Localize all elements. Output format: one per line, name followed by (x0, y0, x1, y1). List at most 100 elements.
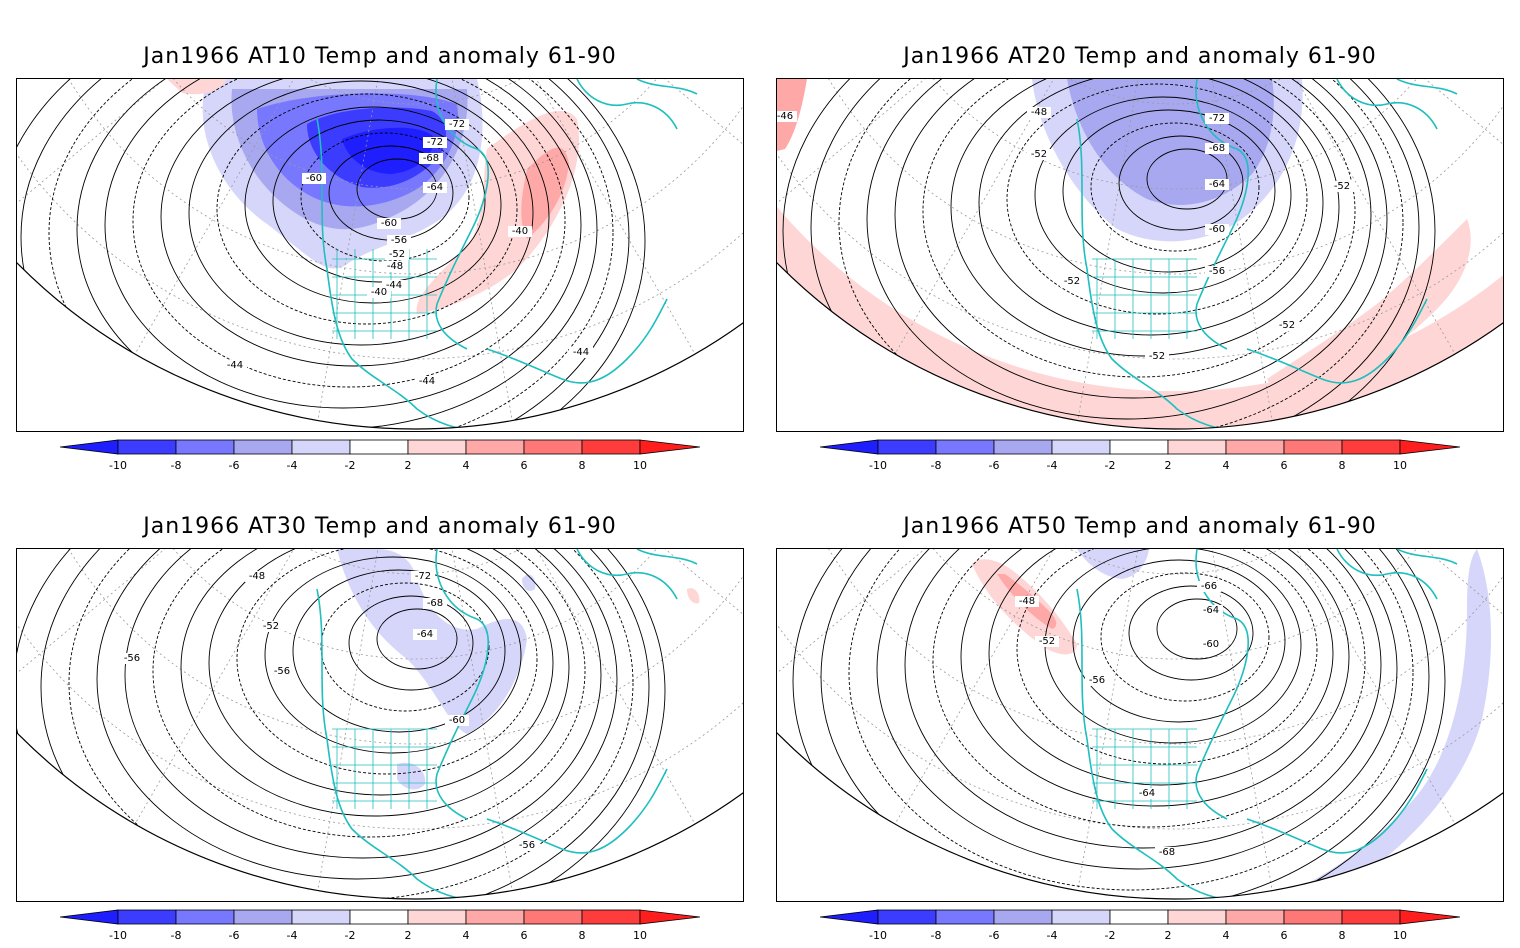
temperature-contour (932, 549, 1366, 828)
temperature-contour (1090, 122, 1260, 252)
temperature-contour (922, 79, 1356, 378)
contour-label: -68 (1159, 847, 1175, 858)
colorbar-swatch (175, 439, 235, 455)
contour-label: -60 (1203, 639, 1219, 650)
contour-label-bg (1015, 596, 1039, 607)
colorbar-tick-label: 10 (1393, 459, 1407, 472)
colorbar-swatch (877, 439, 937, 455)
colorbar-tick-label: -4 (1047, 459, 1058, 472)
contour-label-bg (1205, 143, 1229, 154)
contour-label: -48 (249, 571, 265, 582)
contour-label: -68 (427, 598, 443, 609)
temperature-contour (216, 93, 518, 325)
temperature-contour (188, 80, 534, 346)
temperature-contour (1006, 83, 1308, 315)
panel-at50: Jan1966 AT50 Temp and anomaly 61-90 -48-… (760, 470, 1520, 942)
map-svg: -48 -52 -72 -68 -64 -60 -56 -52 -52 -52 -52 -46 (777, 79, 1503, 430)
contour-label-bg (1205, 266, 1229, 277)
anomaly-shading (397, 762, 426, 790)
contour-label-bg (1330, 181, 1354, 192)
temperature-contour (20, 79, 630, 429)
temperature-contour (904, 549, 1382, 849)
contour-label-bg (423, 182, 447, 193)
map-svg: -48 -52 -66 -64 -60 -56 -64 -68 (777, 549, 1503, 900)
contour-label-bg (423, 598, 447, 609)
temperature-contour (104, 79, 582, 409)
contour-label: -68 (1209, 143, 1225, 154)
contour-label: -48 (387, 261, 403, 272)
temperature-contour (152, 549, 586, 838)
colorbar-tick-label: -10 (109, 459, 127, 472)
colorbar-tick-label: -2 (1105, 929, 1116, 942)
colorbar-tick-label: -6 (229, 459, 240, 472)
temperature-contour (236, 549, 538, 775)
anomaly-shading (1297, 549, 1492, 899)
colorbar-tick-label: -8 (171, 459, 182, 472)
contour-label-bg (508, 226, 532, 237)
colorbar-tick-label: -2 (345, 929, 356, 942)
contour-label: -56 (274, 666, 290, 677)
meridian-line (489, 79, 696, 355)
colorbar-swatch (465, 909, 525, 925)
panel-title: Jan1966 AT30 Temp and anomaly 61-90 (143, 514, 617, 539)
meridian-line (1249, 79, 1456, 355)
contour-label: -52 (1279, 320, 1295, 331)
contour-label: -72 (1209, 113, 1225, 124)
temperature-contour (96, 549, 618, 880)
map-svg: -48 -52 -56 -56 -72 -68 -64 -60 -56 (17, 549, 743, 900)
contour-label: -72 (415, 571, 431, 582)
contour-label-bg (245, 571, 269, 582)
temperature-contour (894, 79, 1372, 399)
contour-label: -72 (427, 137, 443, 148)
temperature-contour (810, 79, 1420, 429)
contour-label: -64 (1203, 605, 1219, 616)
colorbar-swatch (1167, 909, 1227, 925)
contour-label: -56 (1089, 675, 1105, 686)
colorbar-swatch (233, 909, 293, 925)
colorbar-swatch (407, 439, 467, 455)
colorbar-tick-label: 4 (463, 929, 470, 942)
temperature-contour (124, 549, 602, 859)
contour-label: -44 (227, 360, 243, 371)
contour-label: -68 (423, 153, 439, 164)
contour-label-bg (1205, 224, 1229, 235)
colorbar-swatch (877, 909, 937, 925)
meridian-line (489, 549, 696, 825)
temperature-contour (988, 549, 1334, 786)
colorbar-swatch (581, 439, 641, 455)
temperature-contour (40, 549, 650, 899)
colorbar-swatch (291, 909, 351, 925)
contour-label-bg (385, 249, 409, 260)
temperature-contour (1100, 572, 1270, 702)
projection-edge (17, 261, 743, 430)
contour-label-bg (382, 280, 406, 291)
colorbar-swatch (349, 909, 409, 925)
colorbar-tick-label: -6 (989, 929, 1000, 942)
contour-label-bg (445, 119, 469, 130)
temperature-contour (866, 79, 1388, 420)
colorbar-tick-label: -2 (1105, 459, 1116, 472)
colorbar-tick-label: 6 (1281, 929, 1288, 942)
colorbar-swatch (993, 909, 1053, 925)
contour-label: -44 (573, 347, 589, 358)
temperature-contour (1016, 549, 1318, 765)
temperature-contour (820, 549, 1430, 899)
anomaly-shading (1077, 549, 1149, 579)
colorbar-tick-label: 8 (579, 929, 586, 942)
contour-label-bg (1275, 320, 1299, 331)
colorbar-swatch (117, 439, 177, 455)
temperature-contour (208, 549, 554, 796)
colorbar-swatch (233, 439, 293, 455)
latitude-line (777, 549, 1503, 745)
temperature-contour (76, 79, 598, 429)
colorbar-swatch (1051, 909, 1111, 925)
temperature-contour (68, 549, 634, 899)
contour-label-bg (383, 261, 407, 272)
contour-label-bg (223, 360, 247, 371)
contour-label: -64 (1209, 179, 1225, 190)
colorbar-tick-label: -4 (287, 459, 298, 472)
temperature-contour (292, 569, 506, 733)
coastline (1076, 79, 1458, 429)
projection-edge (777, 731, 1503, 900)
map-frame: -72 -72 -68 -64 -60 -60 -56 -52 -48 -44 -40 -40 -44-… (16, 78, 744, 432)
